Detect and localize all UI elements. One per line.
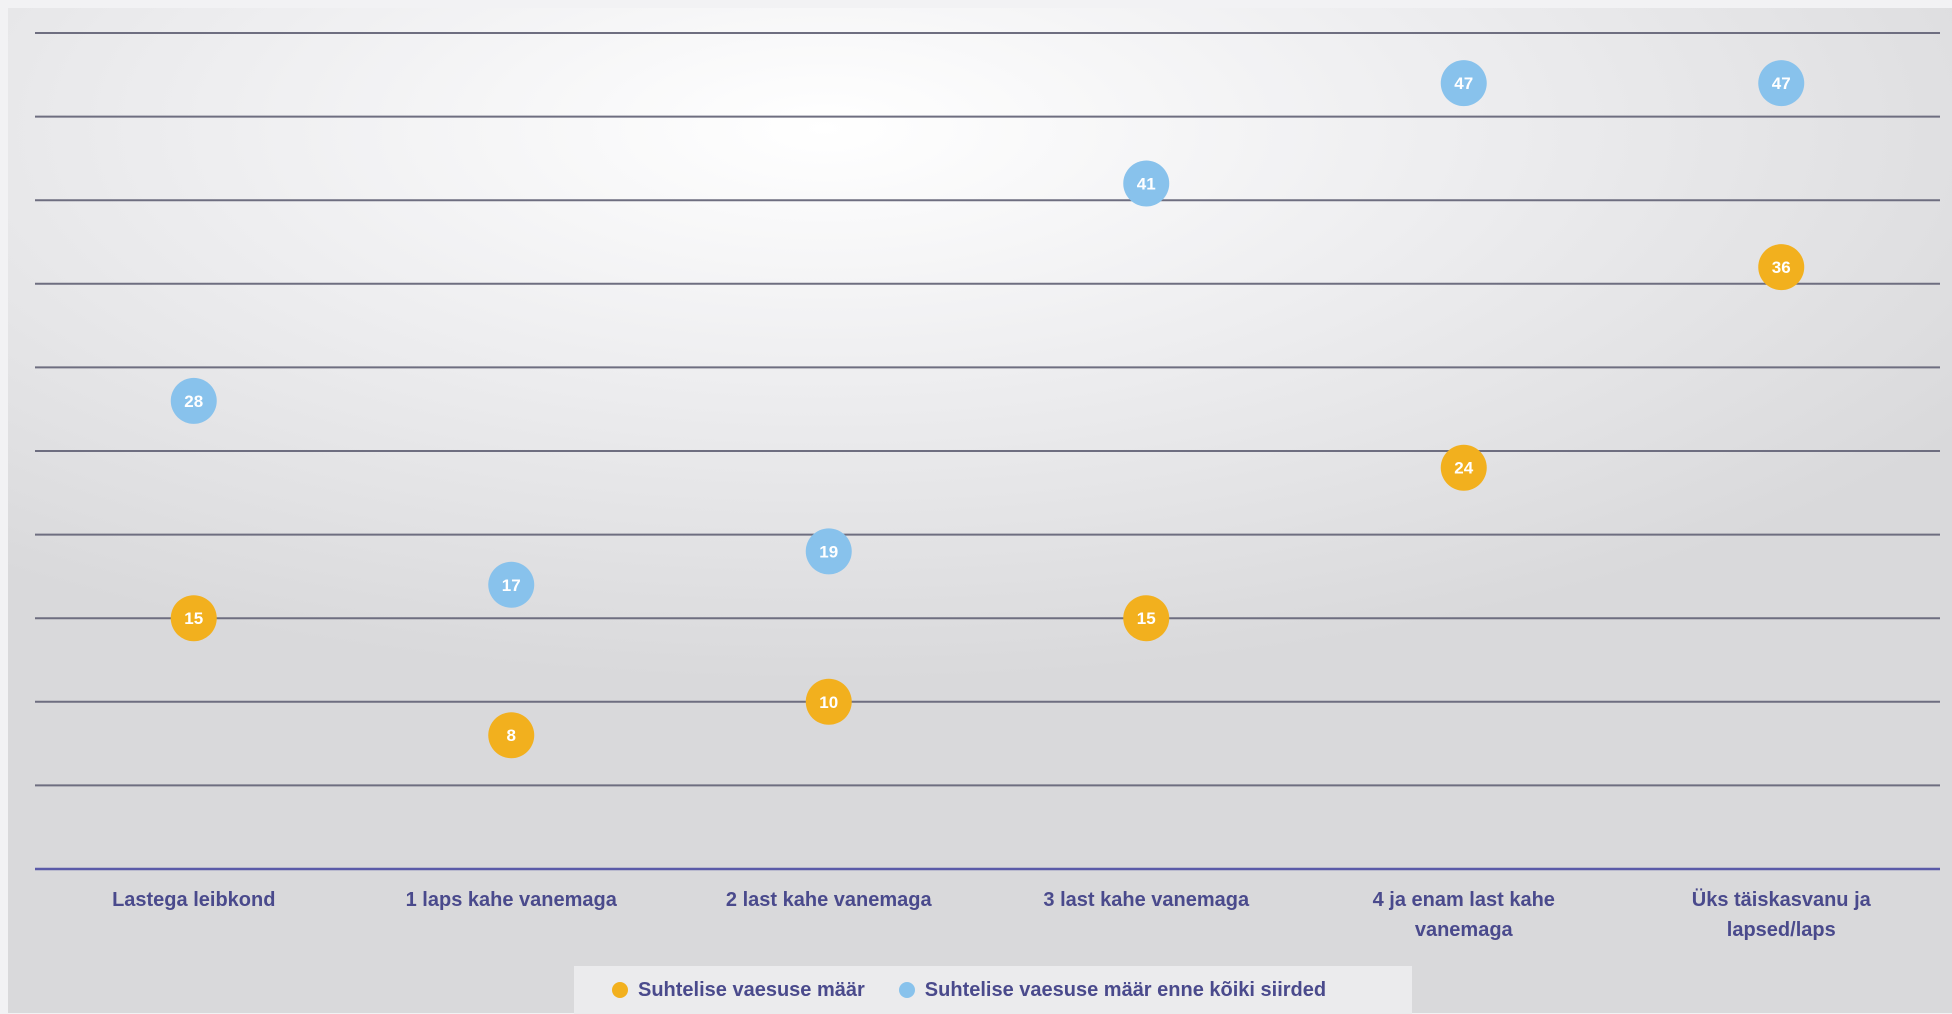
data-label: 41 <box>1137 174 1156 193</box>
legend-item-relative-poverty: Suhtelise vaesuse määr <box>612 979 865 1002</box>
data-label: 10 <box>819 693 838 712</box>
data-label: 24 <box>1454 459 1473 478</box>
data-point-before-transfers <box>170 377 217 424</box>
data-label: 19 <box>819 542 838 561</box>
data-point-before-transfers <box>805 528 852 575</box>
chart-legend: Suhtelise vaesuse määr Suhtelise vaesuse… <box>574 966 1412 1014</box>
data-label: 28 <box>184 392 203 411</box>
data-point-relative-poverty <box>1123 595 1170 642</box>
data-point-relative-poverty <box>1758 244 1805 291</box>
legend-label: Suhtelise vaesuse määr enne kõiki siirde… <box>924 978 1327 1001</box>
data-label: 8 <box>507 726 516 745</box>
x-tick-label: 4 ja enam last kahe vanemaga <box>1373 889 1555 941</box>
chart-area: Lastega leibkond 1 laps kahe vanemaga 2 la… <box>8 8 1952 1014</box>
x-tick-label: Üks täiskasvanu ja lapsed/laps <box>1692 888 1872 941</box>
data-point-relative-poverty <box>1440 444 1487 491</box>
data-point-before-transfers <box>1440 60 1487 107</box>
data-label: 17 <box>502 576 521 595</box>
legend-item-before-transfers: Suhtelise vaesuse määr enne kõiki siirde… <box>898 978 1327 1002</box>
data-label: 36 <box>1772 258 1791 277</box>
data-point-relative-poverty <box>170 595 217 642</box>
data-label: 15 <box>1137 609 1156 628</box>
chart-plot: Lastega leibkond 1 laps kahe vanemaga 2 la… <box>35 32 1940 941</box>
data-label: 15 <box>184 609 203 628</box>
legend-label: Suhtelise vaesuse määr <box>638 978 865 1001</box>
x-tick-label: 2 last kahe vanemaga <box>726 889 933 911</box>
x-tick-label: 1 laps kahe vanemaga <box>406 889 618 911</box>
data-label: 47 <box>1454 74 1473 93</box>
x-tick-label: Lastega leibkond <box>112 889 275 911</box>
data-point-relative-poverty <box>805 678 852 725</box>
x-tick-label: 3 last kahe vanemaga <box>1043 889 1250 911</box>
data-point-before-transfers <box>1758 60 1805 107</box>
data-point-before-transfers <box>1123 160 1170 207</box>
legend-swatch-orange-icon <box>612 982 628 998</box>
data-point-relative-poverty <box>488 712 535 759</box>
data-label: 47 <box>1772 74 1791 93</box>
legend-swatch-blue-icon <box>898 982 915 998</box>
data-point-before-transfers <box>488 561 535 608</box>
